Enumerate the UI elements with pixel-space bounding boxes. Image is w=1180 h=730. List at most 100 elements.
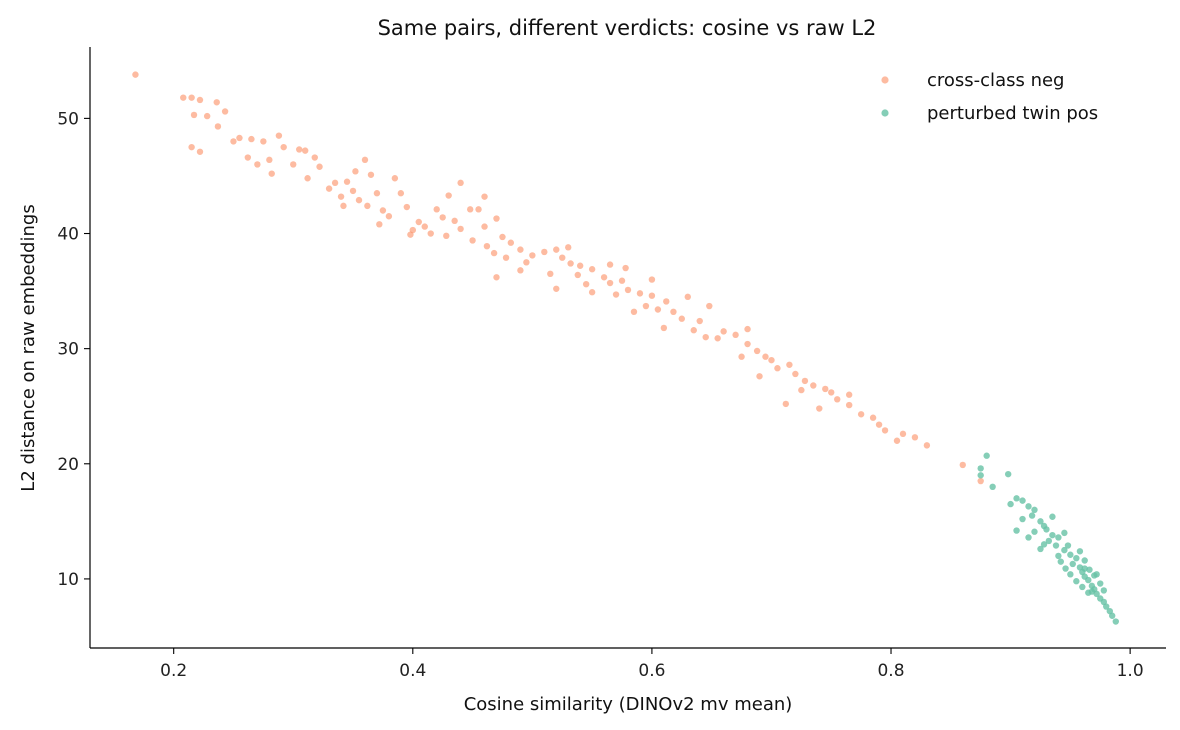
data-point-perturbed-twin-pos [1081,565,1088,572]
data-point-perturbed-twin-pos [1043,526,1050,533]
data-point-cross-class-neg [588,289,596,296]
data-point-perturbed-twin-pos [1031,528,1038,535]
data-point-cross-class-neg [268,170,275,177]
data-point-cross-class-neg [810,382,817,389]
data-point-cross-class-neg [302,147,309,154]
data-point-cross-class-neg [786,361,793,368]
data-point-cross-class-neg [881,427,889,434]
y-ticks: 10 20 30 40 50 [57,109,90,590]
data-point-cross-class-neg [290,161,297,168]
data-point-cross-class-neg [600,274,608,281]
data-point-cross-class-neg [349,187,357,195]
data-point-perturbed-twin-pos [1019,515,1026,523]
data-point-perturbed-twin-pos [1013,495,1020,502]
data-point-cross-class-neg [443,232,450,240]
data-point-perturbed-twin-pos [1109,612,1116,619]
data-point-perturbed-twin-pos [1049,531,1056,539]
data-point-cross-class-neg [523,259,530,266]
data-point-cross-class-neg [407,231,414,238]
data-point-cross-class-neg [822,385,829,393]
data-point-cross-class-neg [188,143,195,151]
data-point-cross-class-neg [439,214,446,221]
data-point-cross-class-neg [529,252,536,259]
data-point-cross-class-neg [875,421,883,428]
data-point-perturbed-twin-pos [1100,587,1108,594]
axes [89,47,1166,649]
data-point-cross-class-neg [304,175,311,182]
data-point-cross-class-neg [457,225,464,233]
data-point-cross-class-neg [553,285,560,292]
data-point-cross-class-neg [869,414,877,421]
data-point-cross-class-neg [660,324,668,332]
data-point-cross-class-neg [576,262,584,269]
data-point-perturbed-twin-pos [1062,565,1069,572]
data-point-cross-class-neg [325,185,333,192]
data-point-cross-class-neg [490,249,498,257]
data-point-cross-class-neg [744,340,751,348]
data-point-cross-class-neg [421,223,428,230]
data-point-perturbed-twin-pos [1093,590,1100,598]
data-point-perturbed-twin-pos [1086,566,1093,573]
data-point-cross-class-neg [499,233,506,241]
data-point-cross-class-neg [433,206,440,213]
data-point-perturbed-twin-pos [1112,618,1119,625]
data-point-perturbed-twin-pos [989,483,996,491]
data-point-cross-class-neg [316,163,323,170]
data-point-cross-class-neg [857,411,865,418]
data-point-cross-class-neg [352,168,359,175]
data-point-cross-class-neg [331,179,339,187]
data-point-cross-class-neg [792,370,799,378]
data-point-cross-class-neg [565,244,572,251]
x-tick-label: 1.0 [1117,661,1144,681]
data-point-cross-class-neg [720,328,727,335]
data-point-cross-class-neg [654,306,662,313]
data-point-cross-class-neg [959,461,966,469]
data-point-perturbed-twin-pos [1052,542,1060,549]
data-point-perturbed-twin-pos [1025,534,1032,541]
data-point-cross-class-neg [391,175,399,182]
data-point-cross-class-neg [678,315,685,322]
data-point-cross-class-neg [801,377,809,385]
data-point-cross-class-neg [702,333,709,341]
data-point-cross-class-neg [630,308,638,316]
data-point-cross-class-neg [684,293,691,301]
data-point-cross-class-neg [618,277,626,284]
data-point-perturbed-twin-pos [1045,537,1053,545]
data-point-perturbed-twin-pos [1019,497,1026,504]
data-point-perturbed-twin-pos [1103,603,1110,610]
data-point-cross-class-neg [373,190,381,197]
data-point-cross-class-neg [588,266,596,273]
data-point-cross-class-neg [756,373,763,380]
data-point-cross-class-neg [768,356,775,364]
y-tick-label: 40 [57,225,79,245]
data-point-cross-class-neg [690,327,697,334]
data-point-cross-class-neg [367,171,375,178]
data-point-perturbed-twin-pos [1007,500,1014,508]
data-point-cross-class-neg [296,146,303,153]
data-point-cross-class-neg [196,96,204,104]
data-point-perturbed-twin-pos [983,452,990,459]
data-point-cross-class-neg [567,260,574,267]
data-point-cross-class-neg [893,437,901,444]
data-point-cross-class-neg [670,308,677,316]
data-point-cross-class-neg [221,108,229,115]
data-point-cross-class-neg [774,365,781,372]
data-point-cross-class-neg [483,242,491,250]
data-point-cross-class-neg [541,248,548,256]
data-point-cross-class-neg [899,430,907,438]
data-point-cross-class-neg [481,223,488,230]
data-point-perturbed-twin-pos [1097,580,1104,587]
data-point-perturbed-twin-pos [977,465,984,472]
data-point-cross-class-neg [379,207,387,214]
data-point-cross-class-neg [415,218,422,226]
data-point-cross-class-neg [574,271,581,279]
data-point-perturbed-twin-pos [1067,551,1074,558]
data-point-cross-class-neg [190,111,198,119]
data-point-cross-class-neg [355,196,363,204]
data-point-perturbed-twin-pos [1079,583,1086,591]
data-point-perturbed-twin-pos [1049,513,1056,520]
y-tick-label: 20 [57,455,79,475]
data-point-cross-class-neg [696,317,703,325]
data-point-cross-class-neg [798,386,805,394]
legend-marker-cross-class-neg [881,76,889,84]
